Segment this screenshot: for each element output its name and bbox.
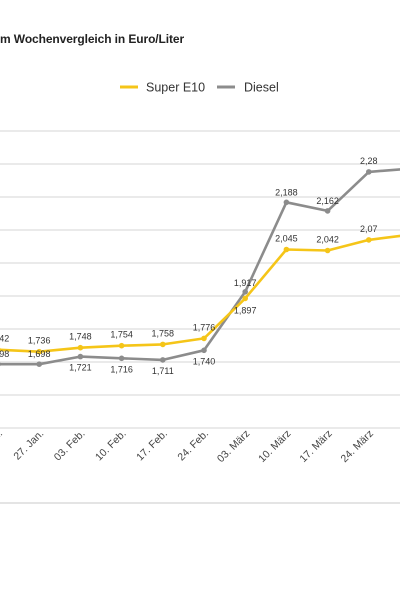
x-tick-label: 24. Feb. (175, 428, 211, 464)
x-tick-label: 10. März (256, 428, 293, 465)
data-point (118, 342, 125, 349)
series-line (0, 168, 400, 366)
data-label: 1,754 (110, 330, 133, 340)
data-point (366, 169, 372, 175)
data-label: 1,698 (28, 349, 51, 359)
data-point (160, 357, 166, 363)
data-point (283, 199, 290, 206)
data-label: 1,748 (69, 332, 92, 342)
data-point (201, 335, 207, 342)
data-label: 2,07 (360, 224, 378, 234)
data-point (324, 208, 331, 214)
data-point (283, 246, 290, 253)
x-tick-label: 27. Jan. (11, 428, 46, 463)
data-labels: 1,742 1,736 1,748 1,754 1,758 1,776 1,897 2,045… (0, 156, 378, 376)
legend: Super E10 Diesel (120, 81, 279, 95)
data-label: 1,776 (193, 322, 216, 332)
data-point (77, 344, 84, 351)
data-label: 2,042 (316, 235, 339, 245)
data-label: 1,698 (0, 349, 9, 359)
x-tick-label: 03. März (215, 428, 252, 465)
data-label: 2,188 (275, 187, 298, 197)
grid-lines (0, 130, 400, 504)
data-point (160, 341, 166, 348)
data-point (118, 355, 125, 362)
x-tick-label: 10. Feb. (93, 428, 129, 464)
data-label: 2,045 (275, 234, 298, 244)
data-label: 1,917 (234, 278, 257, 288)
data-label: 1,740 (193, 356, 216, 366)
data-label: 1,742 (0, 334, 9, 344)
x-tick-label: 17. Feb. (134, 428, 170, 464)
data-label: 1,736 (28, 336, 51, 346)
data-point (36, 361, 42, 368)
chart-title: m Wochenvergleich in Euro/Liter (0, 32, 185, 46)
data-point (242, 295, 248, 302)
data-label: 2,162 (316, 196, 339, 206)
legend-label: Diesel (244, 81, 279, 95)
series-line (0, 234, 400, 354)
x-tick-label: 03. Feb. (52, 428, 88, 464)
data-point (36, 348, 42, 355)
data-point (242, 289, 248, 295)
data-point (201, 347, 207, 354)
data-label: 1,897 (234, 305, 257, 315)
data-label: 1,758 (152, 328, 175, 338)
data-point (0, 362, 1, 367)
x-axis-ticks: 0. Jan.27. Jan.03. Feb.10. Feb.17. Feb.2… (0, 428, 376, 465)
data-point (77, 353, 84, 360)
data-point (0, 347, 1, 352)
data-label: 1,716 (110, 364, 133, 374)
data-label: 2,28 (360, 156, 378, 166)
x-tick-label: 0. Jan. (0, 428, 5, 459)
x-tick-label: 24. März (339, 428, 376, 465)
series-layer (0, 168, 400, 368)
data-point (324, 247, 331, 254)
data-label: 1,711 (152, 366, 174, 376)
x-tick-label: 17. März (297, 428, 334, 465)
data-point (366, 237, 372, 243)
data-label: 1,721 (69, 363, 92, 373)
legend-label: Super E10 (146, 81, 205, 95)
